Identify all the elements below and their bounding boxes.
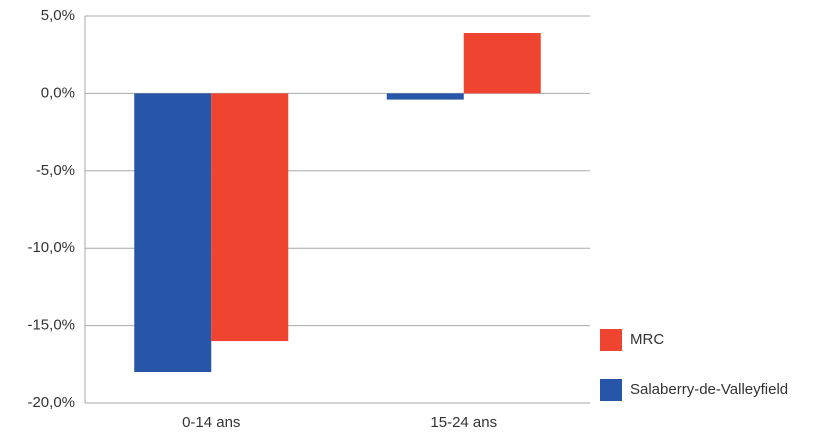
- y-tick-label: 5,0%: [41, 7, 75, 24]
- y-tick-label: -20,0%: [27, 394, 75, 411]
- y-tick-label: -15,0%: [27, 317, 75, 334]
- y-tick-label: 0,0%: [41, 84, 75, 101]
- bar: [211, 93, 289, 342]
- bar: [463, 33, 541, 94]
- bar: [386, 93, 464, 100]
- bar: [134, 93, 212, 373]
- legend-label: MRC: [630, 331, 664, 348]
- legend-swatch: [600, 329, 622, 351]
- x-tick-label: 0-14 ans: [182, 414, 240, 431]
- y-tick-label: -10,0%: [27, 239, 75, 256]
- y-tick-label: -5,0%: [36, 162, 75, 179]
- x-tick-label: 15-24 ans: [430, 414, 497, 431]
- legend-swatch: [600, 379, 622, 401]
- legend-label: Salaberry-de-Valleyfield: [630, 381, 788, 398]
